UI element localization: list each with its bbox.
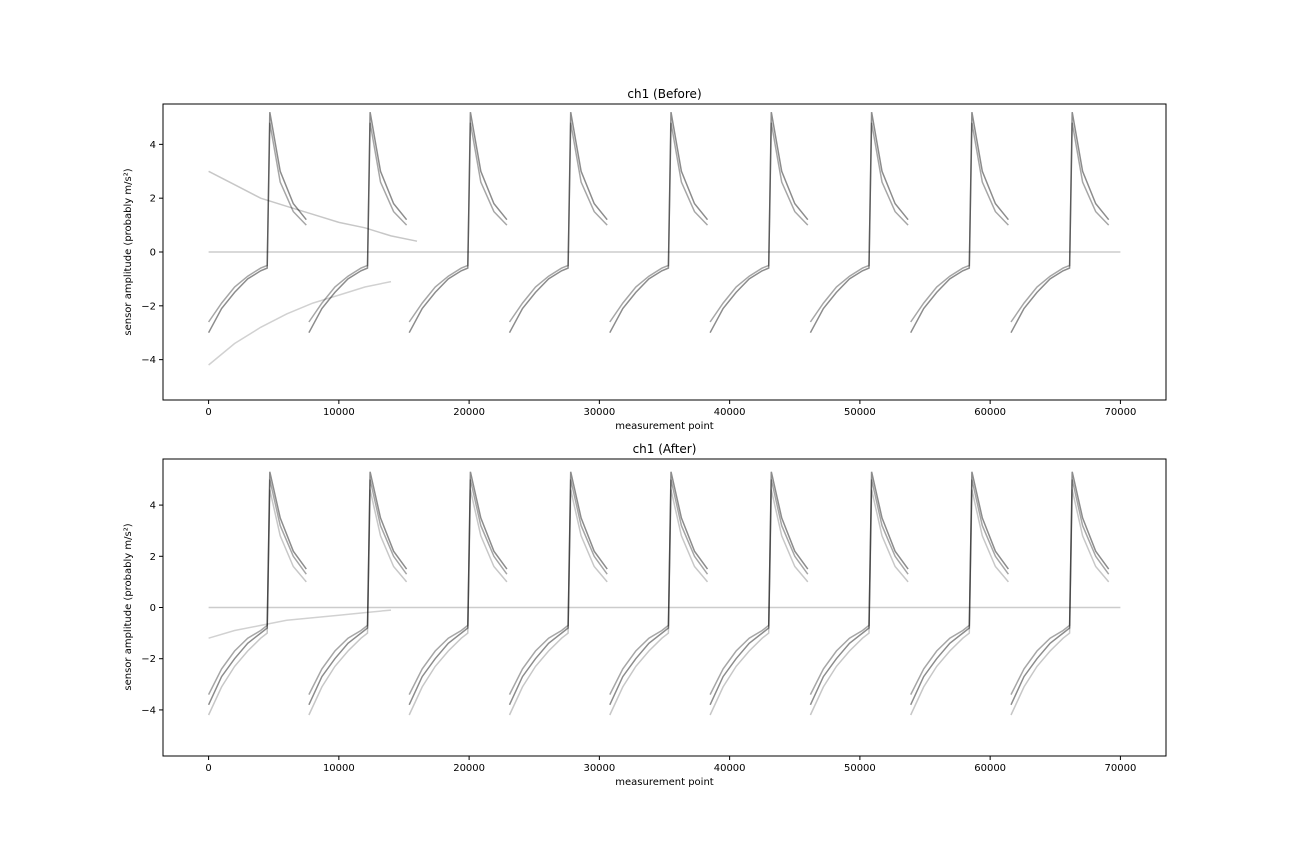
x-tick-label: 0 [205, 763, 211, 774]
x-axis: 0 10000 20000 30000 40000 50000 60000 70000 [205, 400, 1136, 418]
series-line [208, 609, 392, 639]
y-tick-label: −4 [141, 355, 156, 366]
series-line [709, 111, 809, 334]
series-line [408, 479, 508, 695]
x-tick-label: 0 [205, 407, 211, 418]
series-line [709, 489, 809, 716]
x-axis-label: measurement point [615, 777, 714, 788]
series-line [910, 111, 1009, 334]
series-line [609, 489, 709, 716]
series-line [910, 489, 1009, 716]
series-line [207, 111, 307, 334]
series-line [408, 471, 508, 706]
series-line [207, 471, 307, 706]
x-tick-label: 40000 [714, 763, 746, 774]
series-line [809, 471, 909, 706]
x-axis-label: measurement point [615, 421, 714, 432]
x-tick-label: 30000 [583, 407, 615, 418]
x-tick-label: 50000 [844, 763, 876, 774]
x-tick-label: 60000 [974, 763, 1006, 774]
y-tick-label: 4 [150, 501, 156, 512]
series-line [609, 471, 709, 706]
series-line [508, 122, 608, 323]
series-line [809, 122, 909, 323]
series-lines [207, 111, 1121, 366]
series-line [1010, 111, 1110, 334]
y-axis: −4 −2 0 2 4 [141, 501, 163, 716]
series-line [709, 479, 809, 695]
y-tick-label: −4 [141, 705, 156, 716]
series-line [609, 479, 709, 695]
series-line [508, 111, 608, 334]
y-tick-label: −2 [141, 654, 156, 665]
subplot-title: ch1 (Before) [627, 87, 701, 101]
series-line [609, 122, 709, 323]
y-tick-label: 0 [150, 248, 156, 259]
y-axis-label: sensor amplitude (probably m/s²) [123, 168, 134, 335]
series-line [709, 471, 809, 706]
subplot-before: ch1 (Before) 0 10000 20000 30000 40000 50000 6… [123, 87, 1167, 432]
series-line [809, 111, 909, 334]
y-tick-label: −2 [141, 301, 156, 312]
series-line [508, 479, 608, 695]
y-tick-label: 4 [150, 140, 156, 151]
series-line [208, 170, 418, 242]
series-line [308, 479, 408, 695]
series-line [910, 479, 1010, 695]
series-line [308, 122, 408, 323]
series-line [1010, 471, 1110, 706]
x-axis: 0 10000 20000 30000 40000 50000 60000 70000 [205, 756, 1136, 774]
subplot-title: ch1 (After) [633, 442, 697, 456]
series-line [408, 122, 508, 323]
y-tick-label: 2 [150, 552, 156, 563]
series-line [1010, 479, 1110, 695]
y-axis-label: sensor amplitude (probably m/s²) [123, 523, 134, 690]
series-line [1010, 122, 1110, 323]
series-line [207, 479, 307, 695]
series-line [508, 471, 608, 706]
series-line [408, 111, 508, 334]
x-tick-label: 20000 [453, 407, 485, 418]
y-tick-label: 2 [150, 194, 156, 205]
series-line [308, 489, 408, 716]
series-line [308, 471, 408, 706]
series-line [408, 489, 508, 716]
y-tick-label: 0 [150, 603, 156, 614]
x-tick-label: 50000 [844, 407, 876, 418]
x-tick-label: 60000 [974, 407, 1006, 418]
subplot-after: ch1 (After) 0 10000 20000 30000 40000 50000 60… [123, 442, 1167, 788]
series-line [809, 479, 909, 695]
series-line [308, 111, 408, 334]
series-line [910, 122, 1009, 323]
series-line [207, 489, 307, 716]
series-line [208, 280, 392, 366]
series-line [508, 489, 608, 716]
series-lines [207, 471, 1121, 716]
x-tick-label: 20000 [453, 763, 485, 774]
series-line [609, 111, 709, 334]
y-axis: −4 −2 0 2 4 [141, 140, 163, 366]
x-tick-label: 70000 [1105, 763, 1137, 774]
series-line [1010, 489, 1110, 716]
series-line [809, 489, 909, 716]
series-line [709, 122, 809, 323]
series-line [207, 122, 307, 323]
x-tick-label: 30000 [583, 763, 615, 774]
x-tick-label: 70000 [1105, 407, 1137, 418]
series-line [910, 471, 1010, 706]
x-tick-label: 10000 [323, 763, 355, 774]
x-tick-label: 10000 [323, 407, 355, 418]
x-tick-label: 40000 [714, 407, 746, 418]
